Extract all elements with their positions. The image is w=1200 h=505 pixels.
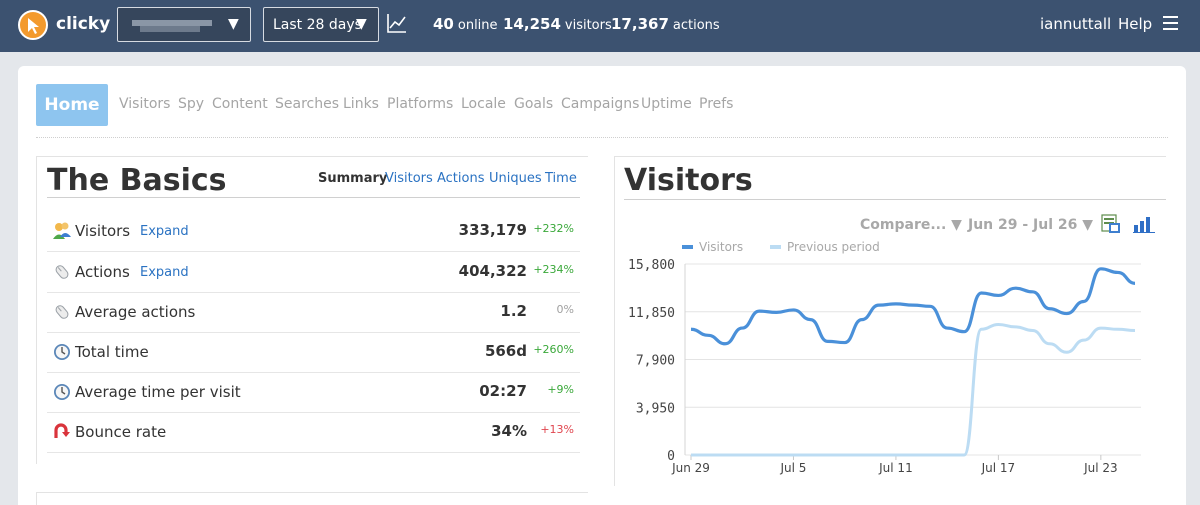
row-label-total-time: Total time bbox=[75, 343, 149, 361]
basics-tab-visitors[interactable]: Visitors bbox=[385, 171, 433, 186]
hamburger-menu-icon[interactable] bbox=[1163, 16, 1178, 34]
brand-name[interactable]: clicky bbox=[56, 14, 111, 34]
row-change-average-actions: 0% bbox=[556, 303, 574, 316]
expand-link-actions[interactable]: Expand bbox=[140, 265, 189, 280]
basics-title-divider bbox=[47, 197, 580, 198]
y-tick-label: 15,800 bbox=[628, 258, 675, 273]
row-divider bbox=[47, 332, 580, 333]
row-change-actions: +234% bbox=[533, 263, 574, 276]
basics-tab-summary[interactable]: Summary bbox=[318, 171, 388, 186]
chevron-down-icon: ▼ bbox=[228, 16, 239, 32]
actions-count[interactable]: 17,367 actions bbox=[611, 15, 720, 33]
visitors-title: Visitors bbox=[624, 163, 753, 198]
clicky-logo-icon[interactable] bbox=[18, 10, 48, 40]
y-tick-label: 11,850 bbox=[628, 306, 675, 321]
row-value-average-actions[interactable]: 1.2 bbox=[500, 302, 527, 320]
site-name-blurred-2 bbox=[140, 26, 200, 32]
basics-panel bbox=[36, 156, 588, 464]
row-change-bounce-rate: +13% bbox=[540, 423, 574, 436]
expand-link-visitors[interactable]: Expand bbox=[140, 224, 189, 239]
actions-icon bbox=[52, 262, 72, 282]
row-divider bbox=[47, 412, 580, 413]
online-count[interactable]: 40 online bbox=[433, 15, 498, 33]
line-chart-icon[interactable] bbox=[386, 12, 408, 34]
legend-swatch bbox=[770, 245, 781, 249]
row-label-average-time-per-visit: Average time per visit bbox=[75, 383, 241, 401]
actions-icon bbox=[52, 302, 72, 322]
tab-locale[interactable]: Locale bbox=[461, 96, 506, 112]
row-value-bounce-rate[interactable]: 34% bbox=[491, 422, 527, 440]
tab-visitors[interactable]: Visitors bbox=[119, 96, 171, 112]
bounce-icon bbox=[52, 422, 72, 442]
basics-tab-actions[interactable]: Actions bbox=[437, 171, 485, 186]
row-label-average-actions: Average actions bbox=[75, 303, 196, 321]
x-tick-label: Jul 17 bbox=[981, 461, 1016, 475]
next-panel bbox=[36, 492, 588, 505]
tab-links[interactable]: Links bbox=[343, 96, 379, 112]
y-tick-label: 3,950 bbox=[636, 401, 675, 416]
main-card bbox=[18, 66, 1186, 505]
visitors-icon bbox=[52, 221, 72, 241]
legend-swatch bbox=[682, 245, 693, 249]
row-divider bbox=[47, 292, 580, 293]
tab-campaigns[interactable]: Campaigns bbox=[561, 96, 640, 112]
row-value-visitors[interactable]: 333,179 bbox=[458, 221, 527, 239]
tab-uptime[interactable]: Uptime bbox=[641, 96, 692, 112]
clock-icon bbox=[52, 382, 72, 402]
legend-label: Visitors bbox=[699, 240, 743, 254]
date-range-selector[interactable]: Last 28 days ▼ bbox=[263, 7, 379, 42]
x-tick-label: Jul 5 bbox=[779, 461, 806, 475]
row-label-actions: Actions bbox=[75, 263, 130, 281]
basics-tab-time[interactable]: Time bbox=[545, 171, 577, 186]
legend-label: Previous period bbox=[787, 240, 880, 254]
row-value-average-time-per-visit[interactable]: 02:27 bbox=[479, 382, 527, 400]
series-line-visitors bbox=[690, 267, 1136, 346]
row-divider bbox=[47, 251, 580, 252]
row-label-visitors: Visitors bbox=[75, 222, 131, 240]
y-tick-label: 7,900 bbox=[636, 354, 675, 369]
row-change-visitors: +232% bbox=[533, 222, 574, 235]
date-range-label: Last 28 days bbox=[273, 17, 362, 33]
tab-content[interactable]: Content bbox=[212, 96, 268, 112]
visitors-title-divider bbox=[624, 199, 1166, 200]
row-value-actions[interactable]: 404,322 bbox=[458, 262, 527, 280]
top-bar: clicky ▼ Last 28 days ▼ 40 online 14,254 v… bbox=[0, 0, 1200, 52]
chart-date-range-dropdown[interactable]: Jun 29 - Jul 26 ▼ bbox=[968, 217, 1094, 233]
export-spreadsheet-icon[interactable] bbox=[1101, 214, 1121, 234]
help-link[interactable]: Help bbox=[1118, 15, 1153, 33]
y-tick-label: 0 bbox=[667, 449, 675, 464]
tab-platforms[interactable]: Platforms bbox=[387, 96, 454, 112]
row-label-bounce-rate: Bounce rate bbox=[75, 423, 167, 441]
visitors-panel bbox=[614, 156, 1166, 486]
site-selector[interactable]: ▼ bbox=[117, 7, 251, 42]
row-divider bbox=[47, 452, 580, 453]
series-line-previous-period bbox=[690, 322, 1136, 457]
username-link[interactable]: iannuttall bbox=[1040, 15, 1112, 33]
compare-dropdown[interactable]: Compare... ▼ bbox=[860, 217, 962, 233]
bar-chart-icon[interactable] bbox=[1133, 215, 1155, 233]
tab-spy[interactable]: Spy bbox=[178, 96, 205, 112]
x-tick-label: Jun 29 bbox=[671, 461, 710, 475]
x-tick-label: Jul 11 bbox=[878, 461, 913, 475]
tab-searches[interactable]: Searches bbox=[275, 96, 340, 112]
chevron-down-icon: ▼ bbox=[356, 16, 367, 32]
row-change-average-time-per-visit: +9% bbox=[547, 383, 574, 396]
clock-icon bbox=[52, 342, 72, 362]
row-value-total-time[interactable]: 566d bbox=[484, 342, 527, 360]
tab-prefs[interactable]: Prefs bbox=[699, 96, 734, 112]
row-change-total-time: +260% bbox=[533, 343, 574, 356]
nav-divider bbox=[36, 137, 1168, 138]
tab-home[interactable]: Home bbox=[36, 84, 108, 126]
basics-tab-uniques[interactable]: Uniques bbox=[489, 171, 542, 186]
x-tick-label: Jul 23 bbox=[1083, 461, 1118, 475]
row-divider bbox=[47, 372, 580, 373]
visitors-count[interactable]: 14,254 visitors bbox=[503, 15, 612, 33]
tab-goals[interactable]: Goals bbox=[514, 96, 554, 112]
basics-title: The Basics bbox=[47, 163, 227, 198]
site-name-blurred bbox=[132, 20, 212, 26]
